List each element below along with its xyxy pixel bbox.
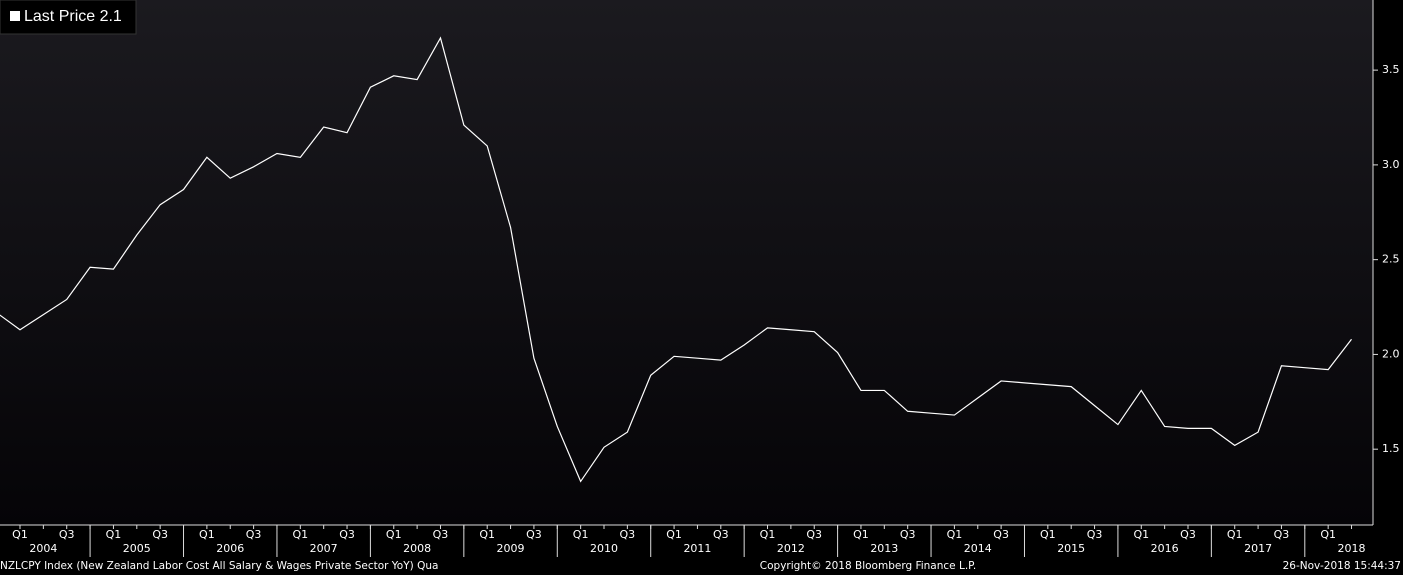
year-label: 2017 [1244,542,1272,555]
y-tick-label: 3.0 [1382,158,1400,171]
legend-swatch [10,11,20,21]
x-tick-label: Q3 [620,528,636,541]
year-label: 2014 [964,542,992,555]
y-tick-label: 3.5 [1382,63,1400,76]
x-tick-label: Q1 [292,528,308,541]
footer-center: Copyright© 2018 Bloomberg Finance L.P. [760,560,976,572]
year-label: 2007 [310,542,338,555]
x-tick-label: Q1 [853,528,869,541]
x-tick-label: Q3 [339,528,355,541]
x-tick-label: Q1 [1227,528,1243,541]
x-tick-label: Q3 [993,528,1009,541]
year-label: 2018 [1338,542,1366,555]
year-label: 2016 [1151,542,1179,555]
x-tick-label: Q3 [433,528,449,541]
year-label: 2010 [590,542,618,555]
x-tick-label: Q1 [1040,528,1056,541]
year-label: 2009 [497,542,525,555]
year-label: 2013 [870,542,898,555]
x-tick-label: Q3 [713,528,729,541]
year-label: 2008 [403,542,431,555]
x-tick-label: Q3 [1274,528,1290,541]
x-tick-label: Q3 [806,528,822,541]
x-tick-label: Q1 [1320,528,1336,541]
footer-left: NZLCPY Index (New Zealand Labor Cost All… [0,560,438,572]
line [0,36,1352,483]
x-tick-label: Q3 [152,528,168,541]
year-label: 2012 [777,542,805,555]
x-tick-label: Q1 [106,528,122,541]
y-tick-label: 2.0 [1382,347,1400,360]
x-tick-label: Q1 [1133,528,1149,541]
y-tick-label: 1.5 [1382,442,1400,455]
legend-label: Last Price 2.1 [24,8,122,25]
x-tick-label: Q1 [199,528,215,541]
x-tick-label: Q3 [526,528,542,541]
plot-area [0,0,1373,525]
year-label: 2006 [216,542,244,555]
x-tick-label: Q3 [900,528,916,541]
year-label: 2004 [29,542,57,555]
x-tick-label: Q3 [59,528,75,541]
x-tick-label: Q1 [666,528,682,541]
legend-box [0,0,137,35]
x-tick-label: Q1 [947,528,963,541]
footer-right: 26-Nov-2018 15:44:37 [1283,560,1401,572]
y-tick-label: 2.5 [1382,253,1400,266]
plot [0,36,1352,483]
x-tick-label: Q3 [1087,528,1103,541]
x-tick-label: Q3 [246,528,262,541]
year-label: 2015 [1057,542,1085,555]
x-tick-label: Q1 [573,528,589,541]
x-tick-label: Q1 [12,528,28,541]
x-tick-label: Q1 [760,528,776,541]
x-tick-label: Q1 [479,528,495,541]
x-tick-label: Q1 [386,528,402,541]
year-label: 2005 [123,542,151,555]
x-tick-label: Q3 [1180,528,1196,541]
year-label: 2011 [683,542,711,555]
